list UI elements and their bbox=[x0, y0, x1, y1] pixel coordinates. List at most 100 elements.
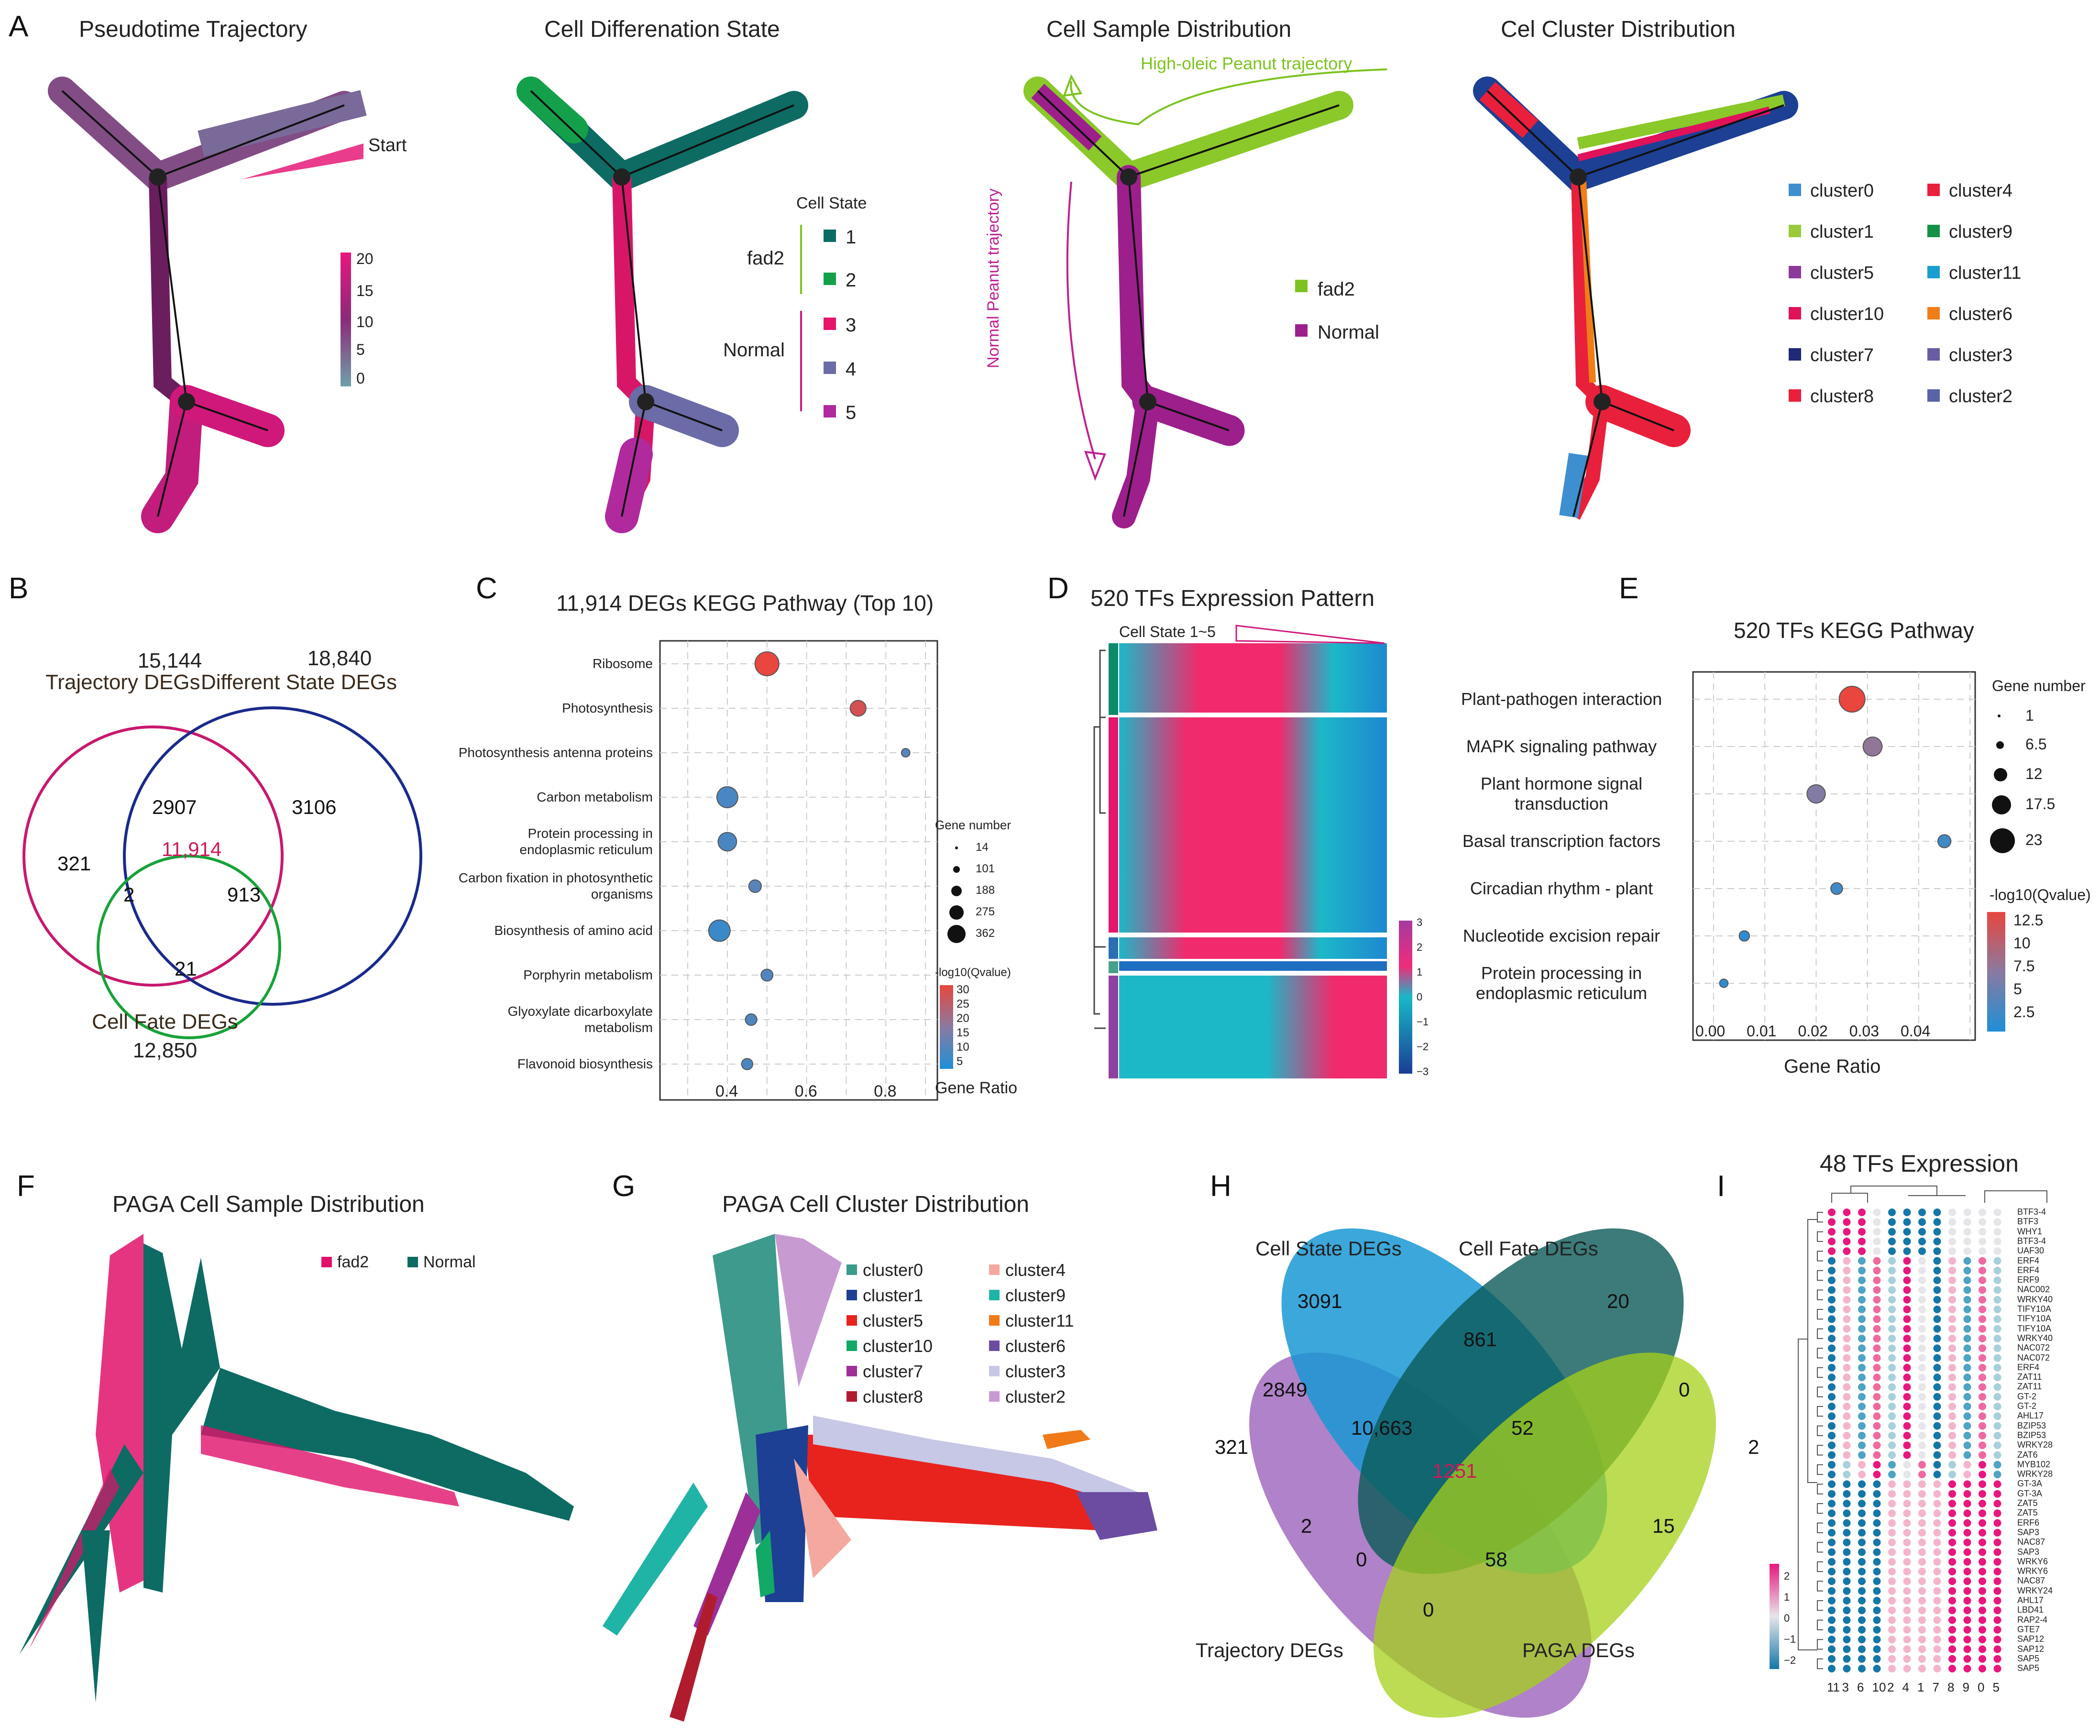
i-dot bbox=[1858, 1441, 1866, 1450]
i-dot bbox=[1858, 1480, 1866, 1488]
i-dot bbox=[1918, 1616, 1926, 1624]
i-dot bbox=[1888, 1587, 1896, 1595]
i-dot bbox=[1933, 1665, 1941, 1673]
i-dot bbox=[1948, 1403, 1956, 1410]
c-size-14: 14 bbox=[976, 841, 989, 854]
i-dot bbox=[1828, 1480, 1836, 1488]
i-dot bbox=[1888, 1334, 1896, 1342]
cluster-legend-cluster4: cluster4 bbox=[1949, 181, 2013, 201]
g-legend-swatch-cluster10 bbox=[847, 1340, 857, 1351]
i-dot bbox=[1873, 1363, 1881, 1372]
i-dot bbox=[1979, 1344, 1986, 1352]
i-dot bbox=[1933, 1247, 1941, 1255]
cluster-legend-cluster5: cluster5 bbox=[1810, 263, 1874, 283]
c-color-15: 15 bbox=[957, 1026, 969, 1039]
i-dot bbox=[1979, 1315, 1986, 1323]
i-dot bbox=[1888, 1209, 1896, 1216]
i-dot bbox=[1918, 1606, 1926, 1615]
d-tick-6: −3 bbox=[1417, 1066, 1429, 1077]
i-dot bbox=[1963, 1383, 1971, 1391]
i-dot bbox=[1979, 1257, 1986, 1265]
cluster-legend-cluster6: cluster6 bbox=[1949, 304, 2013, 324]
i-dot bbox=[1993, 1461, 2001, 1469]
panel-a bbox=[48, 68, 1798, 533]
i-dot bbox=[1903, 1296, 1911, 1304]
i-dot bbox=[1903, 1218, 1911, 1226]
i-dot bbox=[1828, 1528, 1836, 1537]
h-set-paga: PAGA DEGs bbox=[1522, 1639, 1635, 1661]
i-dot bbox=[1828, 1228, 1836, 1236]
h-tp: 0 bbox=[1423, 1598, 1434, 1621]
i-dot bbox=[1918, 1577, 1926, 1585]
i-dot bbox=[1948, 1354, 1956, 1362]
cluster-legend-cluster3: cluster3 bbox=[1949, 345, 2013, 365]
i-dot bbox=[1858, 1286, 1866, 1294]
i-gene-41: AHL17 bbox=[2017, 1595, 2044, 1605]
i-dot bbox=[1993, 1606, 2001, 1615]
i-dot bbox=[1888, 1655, 1896, 1663]
i-dot bbox=[1918, 1509, 1926, 1517]
i-dots bbox=[1828, 1209, 2001, 1673]
i-dot bbox=[1903, 1237, 1911, 1245]
i-dot bbox=[1903, 1451, 1911, 1459]
i-dot bbox=[1979, 1393, 1986, 1401]
i-dot bbox=[1918, 1296, 1926, 1304]
a-title-3: Cell Sample Distribution bbox=[1046, 17, 1292, 42]
i-dot bbox=[1828, 1354, 1836, 1362]
i-dot bbox=[1858, 1636, 1866, 1644]
i-dot bbox=[1888, 1480, 1896, 1488]
i-dot bbox=[1888, 1665, 1896, 1673]
i-dot bbox=[1873, 1286, 1881, 1294]
cell-state-label-1: 1 bbox=[846, 227, 857, 248]
c-label-8: Porphyrin metabolism bbox=[523, 967, 653, 982]
h-tf-only: 0 bbox=[1356, 1548, 1367, 1571]
i-dot bbox=[1903, 1528, 1911, 1537]
i-dot bbox=[1828, 1655, 1836, 1663]
i-dot bbox=[1828, 1587, 1836, 1595]
i-dot bbox=[1933, 1373, 1941, 1382]
i-dot bbox=[1979, 1538, 1986, 1547]
i-dot bbox=[1993, 1237, 2001, 1245]
i-dot bbox=[1873, 1616, 1881, 1624]
i-dot bbox=[1903, 1422, 1911, 1430]
d-tick-5: −2 bbox=[1417, 1041, 1429, 1053]
i-dot bbox=[1828, 1568, 1836, 1576]
c-point-9 bbox=[745, 1013, 758, 1026]
i-dot bbox=[1933, 1325, 1941, 1333]
i-dot bbox=[1888, 1296, 1896, 1304]
i-col-2: 2 bbox=[1887, 1680, 1894, 1694]
c-label-1: Ribosome bbox=[592, 656, 653, 671]
i-dot bbox=[1993, 1344, 2001, 1352]
i-dot bbox=[1948, 1568, 1956, 1576]
i-dot bbox=[1933, 1412, 1941, 1420]
i-dot bbox=[1843, 1451, 1851, 1459]
i-dot bbox=[1963, 1606, 1971, 1615]
b-fate-name: Cell Fate DEGs bbox=[92, 1010, 238, 1033]
venn-trajectory-circle bbox=[22, 725, 284, 987]
i-dot bbox=[1918, 1383, 1926, 1391]
i-gene-17: ERF4 bbox=[2017, 1362, 2040, 1372]
i-dot bbox=[1858, 1237, 1866, 1245]
i-dot bbox=[1993, 1480, 2001, 1488]
e-title: 520 TFs KEGG Pathway bbox=[1734, 618, 1974, 643]
i-dot bbox=[1979, 1519, 1986, 1527]
i-dot bbox=[1888, 1266, 1896, 1275]
i-dot bbox=[1948, 1597, 1956, 1604]
cluster-legend-swatch-cluster10 bbox=[1789, 307, 1801, 319]
h-tfp: 58 bbox=[1485, 1548, 1507, 1571]
i-dot bbox=[1933, 1548, 1941, 1556]
i-dot bbox=[1918, 1645, 1926, 1653]
i-dot bbox=[1963, 1276, 1971, 1285]
i-dot bbox=[1933, 1383, 1941, 1391]
i-dot bbox=[1828, 1558, 1836, 1566]
i-dot bbox=[1963, 1548, 1971, 1556]
i-dot bbox=[1903, 1363, 1911, 1372]
b-state-total: 18,840 bbox=[307, 647, 372, 670]
i-dot bbox=[1873, 1344, 1881, 1352]
i-dot bbox=[1918, 1528, 1926, 1537]
i-dot bbox=[1933, 1344, 1941, 1352]
i-dot bbox=[1993, 1509, 2001, 1517]
i-dot bbox=[1918, 1393, 1926, 1401]
i-dot bbox=[1843, 1383, 1851, 1391]
i-dot bbox=[1843, 1306, 1851, 1313]
